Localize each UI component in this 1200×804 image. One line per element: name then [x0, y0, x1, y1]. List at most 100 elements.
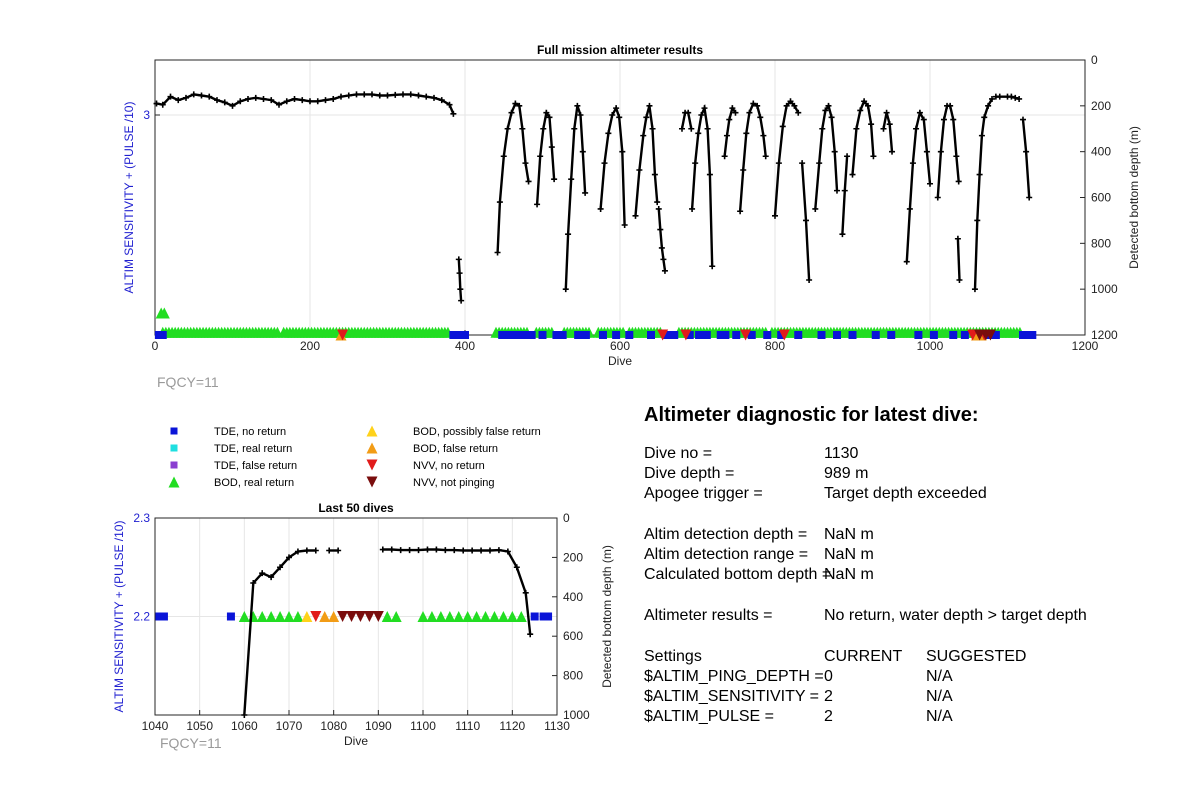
depth-point — [849, 171, 856, 178]
legend-label: BOD, real return — [214, 477, 294, 489]
depth-line — [814, 102, 839, 210]
marker-tde-no-return — [539, 612, 548, 621]
depth-point — [883, 109, 890, 116]
marker-tde-no-return — [513, 331, 522, 339]
depth-point — [433, 546, 440, 553]
depth-point — [1008, 93, 1015, 100]
depth-point — [214, 97, 220, 104]
depth-point — [548, 144, 555, 151]
y-right-tick-label: 400 — [563, 590, 583, 604]
marker-bod-false-return — [328, 611, 340, 622]
depth-point — [522, 589, 529, 596]
depth-point — [616, 114, 623, 121]
depth-point — [976, 171, 983, 178]
results-row: Altimeter results = No return, water dep… — [644, 606, 1184, 626]
depth-point — [384, 92, 391, 99]
marker-nvv-not-pinging — [984, 329, 996, 341]
y-right-tick-label: 800 — [1091, 236, 1111, 250]
depth-line — [851, 99, 875, 175]
depth-point — [737, 208, 744, 215]
legend-marker — [366, 425, 378, 437]
depth-point — [989, 95, 995, 102]
marker-bod-real-return — [256, 611, 268, 622]
depth-point — [822, 107, 829, 114]
depth-point — [376, 92, 383, 99]
depth-point — [927, 180, 933, 187]
depth-point — [839, 231, 846, 238]
depth-point — [791, 102, 798, 109]
diagnostic-panel: Altimeter diagnostic for latest dive: Di… — [644, 400, 1184, 727]
marker-nvv-no-return — [680, 329, 692, 341]
marker-tde-no-return — [518, 331, 527, 339]
depth-point — [853, 125, 860, 132]
y-right-axis-label: Detected bottom depth (m) — [1127, 126, 1141, 269]
marker-bod-real-return — [381, 611, 393, 622]
depth-point — [695, 130, 702, 137]
marker-tde-no-return — [929, 331, 938, 339]
x-tick-label: 1040 — [142, 719, 169, 733]
marker-nvv-no-return — [967, 329, 979, 341]
x-tick-label: 800 — [765, 339, 785, 353]
depth-point — [750, 100, 757, 107]
depth-point — [825, 102, 832, 109]
depth-point — [294, 548, 301, 555]
detection-range-label: Altim detection range = — [644, 546, 809, 563]
marker-nvv-no-return — [657, 329, 669, 341]
marker-nvv-not-pinging — [337, 611, 349, 622]
y-left-tick-label: 2.2 — [133, 610, 150, 624]
depth-point — [787, 98, 794, 105]
depth-point — [496, 199, 503, 206]
depth-point — [721, 153, 728, 160]
depth-point — [276, 101, 282, 108]
y-right-tick-label: 1000 — [563, 708, 590, 722]
depth-point — [726, 116, 733, 123]
depth-point — [803, 217, 809, 224]
dive-no-row: Dive no = 1130 — [644, 444, 1184, 464]
marker-bod-real-return — [435, 611, 447, 622]
depth-point — [229, 102, 236, 109]
depth-point — [252, 94, 259, 101]
chart-title: Full mission altimeter results — [537, 43, 703, 57]
depth-point — [934, 194, 941, 201]
marker-tde-no-return — [848, 331, 857, 339]
depth-point — [241, 712, 248, 718]
depth-point — [654, 199, 661, 206]
depth-point — [245, 95, 251, 102]
marker-bod-real-return — [417, 611, 429, 622]
detection-depth-label: Altim detection depth = — [644, 526, 808, 543]
depth-point — [619, 148, 626, 155]
depth-point — [906, 205, 913, 212]
depth-point — [909, 160, 916, 167]
depth-point — [947, 102, 954, 109]
y-right-tick-label: 400 — [1091, 145, 1111, 159]
depth-point — [857, 107, 864, 114]
depth-point — [206, 93, 213, 100]
depth-point — [1012, 94, 1019, 101]
legend-marker — [170, 444, 178, 452]
marker-bod-real-return — [265, 611, 277, 622]
fqcy-annotation: FQCY=11 — [157, 374, 219, 390]
marker-tde-no-return — [581, 331, 590, 339]
depth-point — [330, 95, 337, 102]
depth-point — [783, 102, 790, 109]
detection-depth-row: Altim detection depth = NaN m — [644, 525, 1184, 545]
depth-point — [534, 201, 541, 208]
depth-point — [1026, 194, 1033, 201]
legend-label: TDE, no return — [214, 426, 286, 438]
depth-point — [903, 258, 910, 265]
depth-point — [698, 112, 705, 118]
depth-line — [905, 109, 932, 262]
marker-bod-real-return — [515, 611, 527, 622]
depth-point — [175, 97, 182, 104]
ping-depth-row: $ALTIM_PING_DEPTH = 0 N/A — [644, 667, 1184, 687]
depth-point — [460, 547, 467, 554]
depth-point — [609, 112, 616, 118]
depth-point — [516, 102, 523, 109]
marker-tde-no-return — [552, 331, 561, 339]
depth-point — [259, 570, 266, 577]
marker-nvv-not-pinging — [363, 611, 375, 622]
marker-tde-no-return — [662, 331, 671, 339]
marker-nvv-not-pinging — [354, 611, 366, 622]
sensitivity-suggested: N/A — [926, 688, 953, 705]
marker-tde-no-return — [871, 331, 880, 339]
